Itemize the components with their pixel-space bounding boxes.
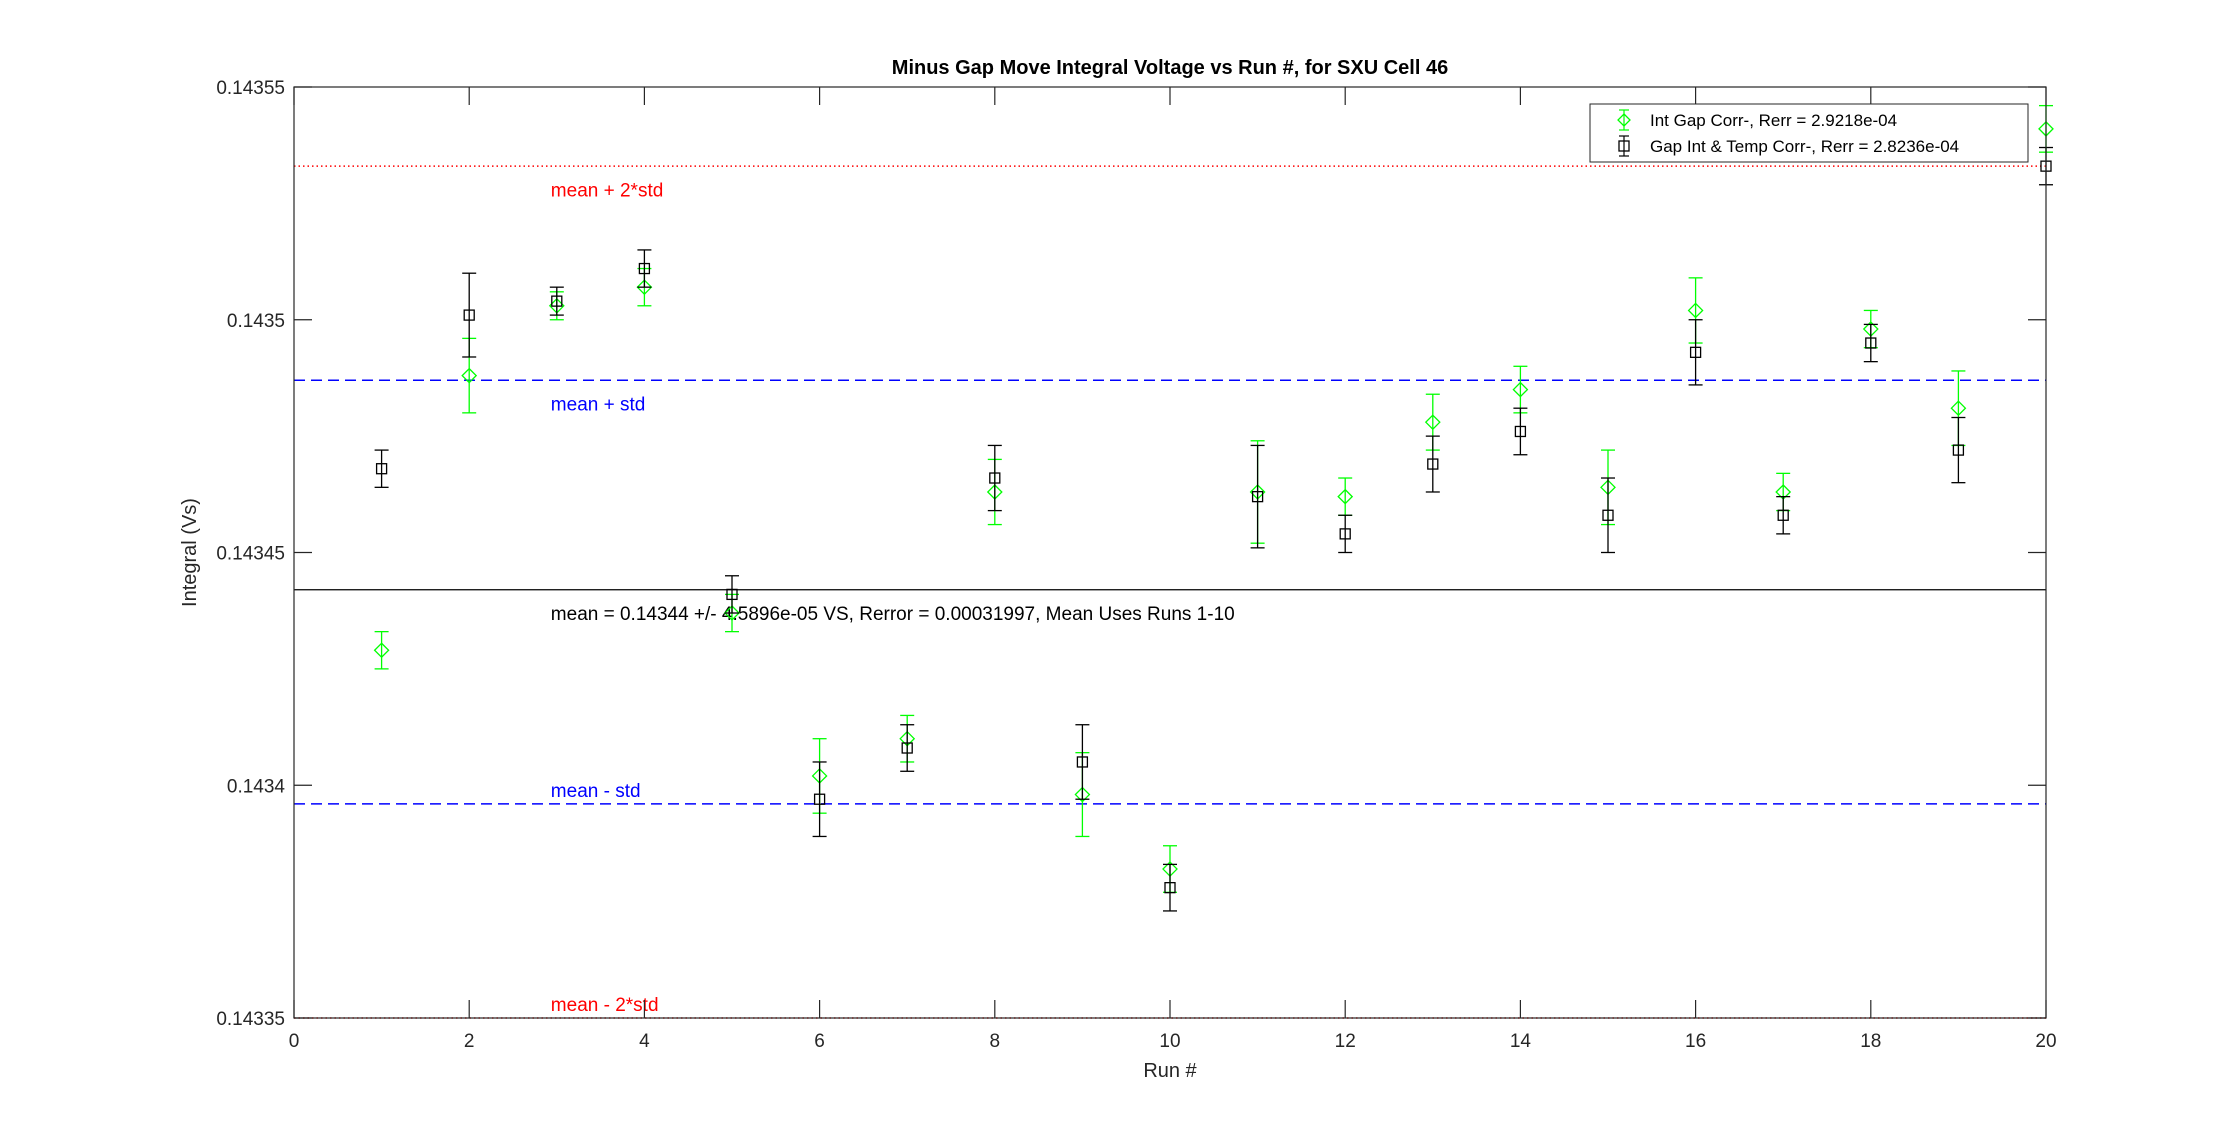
legend-marker-2 <box>1618 140 1630 152</box>
data-point-1-4 <box>636 279 653 296</box>
data-point-1-19 <box>1950 400 1967 417</box>
data-point-1-2 <box>461 367 478 384</box>
data-point-2-6 <box>813 793 826 805</box>
data-point-2-17 <box>1777 509 1789 521</box>
x-tick-label-2: 2 <box>464 1031 475 1052</box>
chart-title: Minus Gap Move Integral Voltage vs Run #… <box>892 57 1448 79</box>
data-point-2-16 <box>1689 346 1702 358</box>
x-tick-label-12: 12 <box>1335 1031 1356 1052</box>
y-tick-label-4: 0.14355 <box>216 78 285 99</box>
data-point-2-8 <box>989 472 1001 484</box>
x-tick-label-16: 16 <box>1685 1031 1706 1052</box>
axes: 0 2 4 6 8 10 12 14 16 18 20 0.14335 0.1434 0.14345 0.1… <box>216 78 2056 1052</box>
legend-marker-1 <box>1617 113 1631 127</box>
data-point-1-1 <box>373 642 390 659</box>
data-point-1-13 <box>1424 414 1441 431</box>
data-point-1-12 <box>1337 488 1354 505</box>
data-point-2-11 <box>1251 490 1264 503</box>
data-point-2-15 <box>1602 509 1614 521</box>
data-point-1-9 <box>1074 786 1091 803</box>
x-tick-label-6: 6 <box>814 1031 825 1052</box>
legend-label-1: Int Gap Corr-, Rerr = 2.9218e-04 <box>1650 111 1897 130</box>
y-tick-label-3: 0.1435 <box>227 311 285 332</box>
x-axis-label: Run # <box>1143 1060 1197 1082</box>
y-tick-label-1: 0.1434 <box>227 776 286 797</box>
data-point-2-1 <box>375 463 388 475</box>
reference-label-3: mean = 0.14344 +/- 4.5896e-05 VS, Rerror… <box>551 604 1235 625</box>
data-point-2-2 <box>463 309 475 321</box>
reference-label-2: mean + std <box>551 395 646 416</box>
x-tick-label-20: 20 <box>2035 1031 2056 1052</box>
data-point-2-18 <box>1865 337 1877 349</box>
y-tick-label-0: 0.14335 <box>216 1009 285 1030</box>
legend: Int Gap Corr-, Rerr = 2.9218e-04 Gap Int … <box>1589 103 2029 163</box>
data-point-2-5 <box>726 588 738 601</box>
data-point-1-16 <box>1687 302 1704 319</box>
x-tick-label-8: 8 <box>990 1031 1001 1052</box>
data-point-2-7 <box>901 742 913 754</box>
reference-label-4: mean - std <box>551 781 641 802</box>
x-tick-label-4: 4 <box>639 1031 650 1052</box>
reference-label-5: mean - 2*std <box>551 995 659 1016</box>
x-tick-label-18: 18 <box>1860 1031 1881 1052</box>
x-tick-label-0: 0 <box>289 1031 300 1052</box>
y-axis-label: Integral (Vs) <box>179 498 201 607</box>
data-point-2-19 <box>1952 444 1965 456</box>
data-point-1-5 <box>724 605 740 621</box>
data-point-1-14 <box>1512 381 1529 398</box>
legend-label-2: Gap Int & Temp Corr-, Rerr = 2.8236e-04 <box>1650 137 1959 156</box>
series-2 <box>374 146 2053 912</box>
data-point-2-13 <box>1427 458 1439 470</box>
data-point-2-10 <box>1164 882 1176 894</box>
data-point-2-12 <box>1339 528 1351 540</box>
x-tick-label-10: 10 <box>1159 1031 1180 1052</box>
reference-lines: mean + 2*std mean + std mean = 0.14344 +/-… <box>294 165 2046 1019</box>
data-point-2-9 <box>1076 756 1089 768</box>
data-point-2-14 <box>1514 425 1527 438</box>
legend-box <box>1589 103 2029 163</box>
data-point-2-4 <box>638 262 651 275</box>
x-tick-label-14: 14 <box>1510 1031 1532 1052</box>
plot-series <box>373 104 2054 912</box>
reference-label-1: mean + 2*std <box>551 180 664 201</box>
y-tick-label-2: 0.14345 <box>216 544 285 565</box>
data-point-2-3 <box>551 295 563 307</box>
